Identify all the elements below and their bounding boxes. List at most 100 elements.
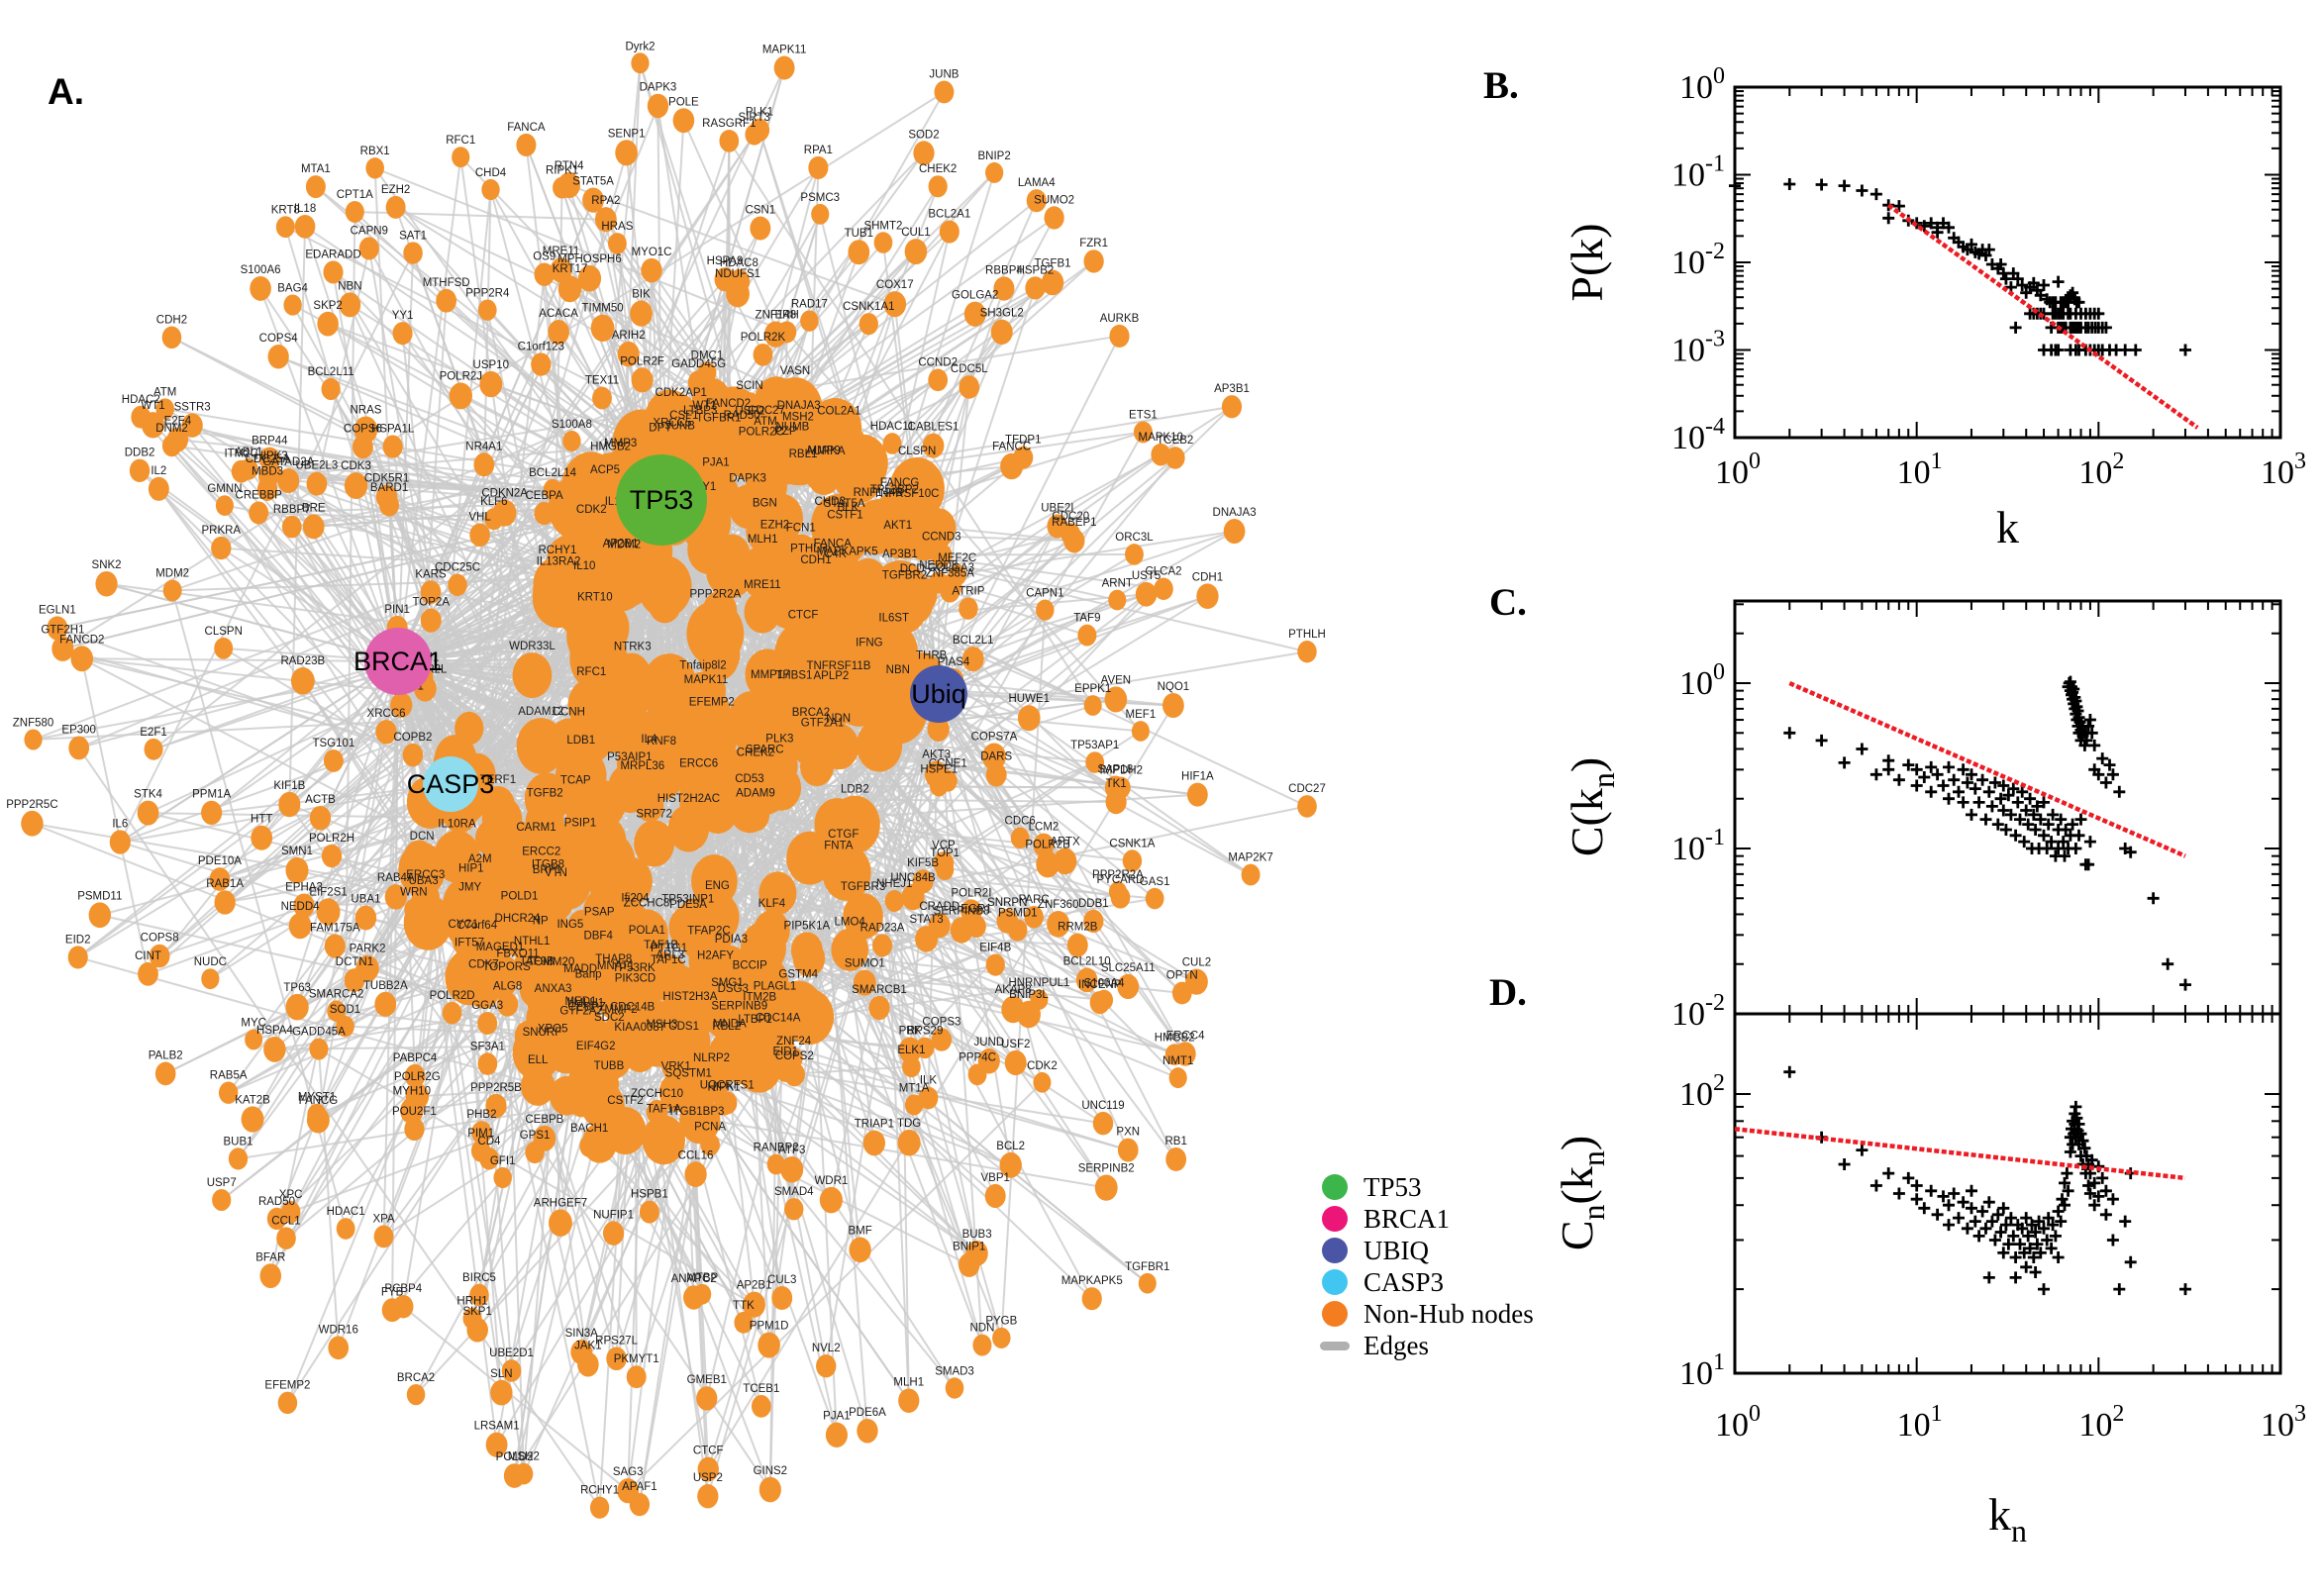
network-node xyxy=(810,559,860,618)
network-node xyxy=(680,416,721,462)
network-edge xyxy=(706,693,940,1497)
network-node xyxy=(638,555,692,618)
network-node xyxy=(434,830,480,883)
network-edge xyxy=(315,248,370,484)
panel-label-a: A. xyxy=(48,71,84,112)
tick-label: 101 xyxy=(1679,1349,1725,1392)
tick-label: 101 xyxy=(1897,1401,1943,1444)
casp3-swatch xyxy=(1322,1269,1348,1295)
tick-label: 102 xyxy=(1679,1070,1725,1113)
network-edge xyxy=(171,418,677,592)
network-edge xyxy=(374,166,788,334)
network-edge xyxy=(947,780,1012,1165)
network-panel: MDM2CDK2ATMCHEK2EZH2WT1CTCFBRCA2MLH1RAD5… xyxy=(6,41,1326,1519)
network-edge xyxy=(938,335,1121,695)
tick-label: 100 xyxy=(1679,63,1725,106)
network-edge xyxy=(382,660,399,1237)
network-edge xyxy=(270,472,399,662)
network-edge xyxy=(397,156,462,662)
network-edge xyxy=(825,693,940,1366)
network-node xyxy=(781,534,821,579)
legend-item-ubiq: UBIQ xyxy=(1322,1235,1534,1266)
plot-d: 102 101 100 101 102 103 Cn(kn) kn xyxy=(1552,1012,2306,1548)
network-edge xyxy=(152,397,603,750)
axis-title-x-b: k xyxy=(1996,502,2019,552)
tick-label: 10-2 xyxy=(1671,239,1725,281)
legend-item-casp3: CASP3 xyxy=(1322,1266,1534,1298)
tick-label: 103 xyxy=(2261,1401,2306,1444)
network-edge xyxy=(164,408,599,660)
tick-label: 10-2 xyxy=(1671,990,1725,1033)
network-edge xyxy=(397,660,978,1254)
network-edge xyxy=(397,134,756,662)
network-node xyxy=(634,820,675,867)
tick-label: 102 xyxy=(2078,1401,2124,1444)
network-node xyxy=(822,671,856,711)
network-edge xyxy=(401,333,452,785)
panel-label-b: B. xyxy=(1483,64,1519,107)
tick-label: 10-1 xyxy=(1671,825,1725,867)
brca1-swatch xyxy=(1322,1206,1348,1232)
tick-label: 10-3 xyxy=(1671,327,1725,369)
network-edge xyxy=(938,693,983,1346)
network-edge xyxy=(170,336,625,578)
axis-title-y-c: C(kn) xyxy=(1562,757,1621,856)
tick-label: 100 xyxy=(1715,449,1761,491)
network-node xyxy=(786,831,834,885)
network-edge xyxy=(78,660,399,749)
network-edge xyxy=(106,582,399,662)
axis-title-y-d: Cn(kn) xyxy=(1552,1136,1611,1250)
network-edge xyxy=(568,184,896,306)
network-node xyxy=(851,648,888,692)
legend-item-tp53: TP53 xyxy=(1322,1171,1534,1203)
network-node xyxy=(746,509,784,553)
network-edge xyxy=(728,140,1094,707)
network-edge xyxy=(707,693,940,1470)
tick-label: 100 xyxy=(1679,659,1725,702)
network-node xyxy=(713,534,751,577)
nonhub-swatch xyxy=(1322,1301,1348,1327)
ubiq-swatch xyxy=(1322,1238,1348,1263)
panel-label-d: D. xyxy=(1489,971,1527,1014)
network-edge xyxy=(938,693,1116,789)
plot-c: 100 10-1 10-2 C(kn) xyxy=(1562,599,2282,1033)
network-edge xyxy=(210,660,399,814)
network-edge xyxy=(1000,610,1047,1339)
legend-item-brca1: BRCA1 xyxy=(1322,1203,1534,1235)
tick-label: 101 xyxy=(1897,449,1943,491)
network-edge xyxy=(224,868,423,904)
tick-label: 10-1 xyxy=(1671,151,1725,194)
network-edge xyxy=(574,801,1093,1300)
legend-item-nonhub: Non-Hub nodes xyxy=(1322,1298,1534,1330)
network-node xyxy=(556,572,614,639)
network-edge xyxy=(429,189,492,803)
legend-item-edges: Edges xyxy=(1320,1330,1534,1361)
tick-label: 102 xyxy=(2078,449,2124,491)
network-node xyxy=(843,893,883,940)
network-edge xyxy=(147,660,399,975)
network-edge xyxy=(537,1085,756,1306)
network-edge xyxy=(139,469,464,797)
network-node xyxy=(767,377,823,441)
edges-swatch xyxy=(1320,1341,1350,1350)
network-edge xyxy=(332,271,399,662)
network-edge xyxy=(459,156,543,747)
network-node xyxy=(881,581,928,634)
network-edge xyxy=(80,658,150,974)
network-node xyxy=(744,591,781,634)
tick-label: 10-4 xyxy=(1671,414,1725,456)
network-edge xyxy=(119,252,414,844)
axis-title-y-b: P(k) xyxy=(1562,223,1612,301)
tick-label: 100 xyxy=(1715,1401,1761,1444)
tp53-swatch xyxy=(1322,1174,1348,1200)
axis-title-x-d: kn xyxy=(1988,1489,2027,1548)
network-node xyxy=(698,634,740,681)
network-node xyxy=(849,557,888,603)
network-edge xyxy=(269,921,471,1277)
network-edge xyxy=(61,91,945,650)
network-edge xyxy=(269,660,399,1276)
network-edge xyxy=(729,1041,956,1389)
